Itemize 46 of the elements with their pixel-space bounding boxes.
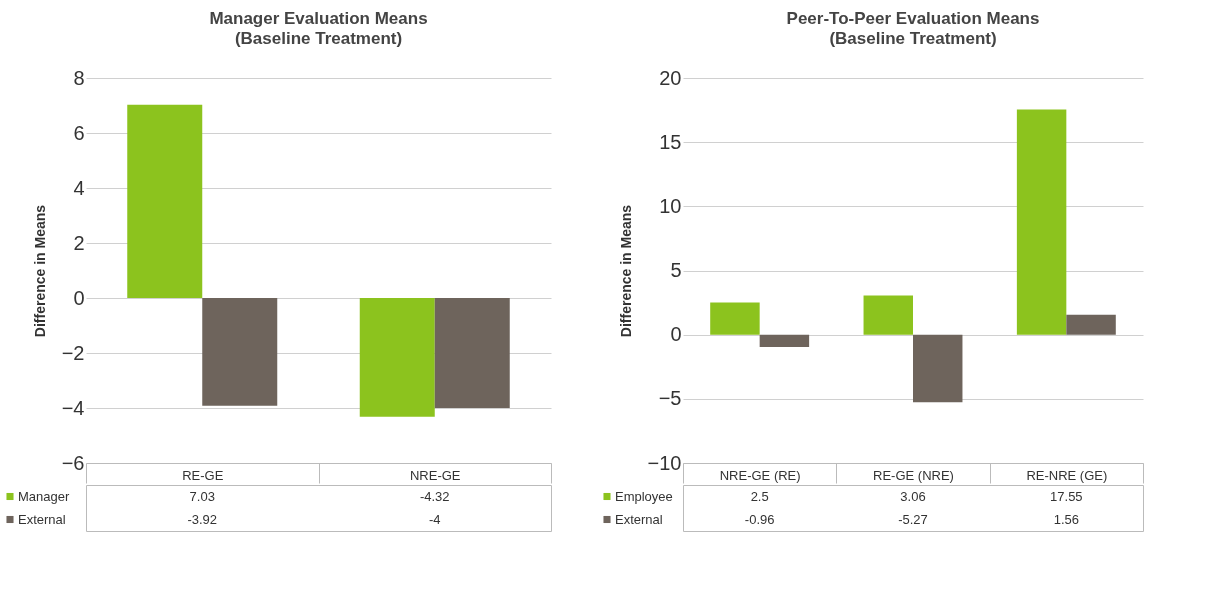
chart-title: Peer-To-Peer Evaluation Means	[786, 9, 1040, 28]
y-axis-title: Difference in Means	[31, 204, 48, 338]
chart-subtitle: (Baseline Treatment)	[234, 29, 403, 48]
y-tick-label: −6	[61, 451, 85, 474]
bar	[759, 334, 810, 347]
y-tick-label: −10	[647, 451, 682, 474]
y-tick-label: −2	[61, 341, 85, 364]
y-tick-label: 15	[659, 130, 682, 153]
data-label: -4.32	[419, 488, 450, 504]
bar	[1066, 314, 1116, 335]
data-label: -4	[428, 511, 441, 527]
y-tick-label: 0	[73, 286, 85, 309]
y-tick-label: 4	[73, 176, 85, 199]
y-tick-label: −5	[658, 387, 682, 410]
bar	[710, 302, 760, 335]
data-label: 1.56	[1053, 511, 1079, 527]
data-label: 2.5	[750, 488, 769, 504]
x-tick-label: RE-GE	[182, 467, 224, 483]
x-tick-label: NRE-GE (RE)	[719, 467, 801, 483]
y-tick-label: 8	[73, 66, 85, 89]
y-tick-label: −4	[61, 396, 85, 419]
x-tick-label: NRE-GE	[409, 467, 461, 483]
y-tick-label: 5	[670, 259, 682, 281]
x-tick-label: RE-GE (NRE)	[873, 467, 954, 483]
data-label: 3.06	[900, 488, 926, 504]
legend-label: External	[615, 511, 663, 527]
chart-title: Manager Evaluation Means	[209, 9, 428, 28]
bar	[863, 295, 913, 335]
y-tick-label: 0	[670, 323, 682, 346]
y-tick-label: 2	[73, 231, 85, 254]
legend-label: Employee	[615, 488, 673, 504]
bar	[1016, 109, 1067, 335]
legend-label: Manager	[18, 488, 70, 504]
chart-subtitle: (Baseline Treatment)	[829, 29, 997, 48]
data-label: -3.92	[187, 511, 218, 527]
data-label: 7.03	[189, 488, 215, 504]
y-axis-title: Difference in Means	[617, 204, 634, 338]
data-label: -0.96	[744, 511, 775, 527]
data-label: -5.27	[898, 511, 928, 527]
y-tick-label: 6	[73, 121, 85, 144]
y-tick-label: 20	[659, 66, 682, 89]
legend-label: External	[18, 511, 66, 527]
data-label: 17.55	[1050, 488, 1083, 504]
bar	[913, 334, 963, 403]
x-tick-label: RE-NRE (GE)	[1026, 467, 1108, 483]
y-tick-label: 10	[659, 194, 682, 217]
